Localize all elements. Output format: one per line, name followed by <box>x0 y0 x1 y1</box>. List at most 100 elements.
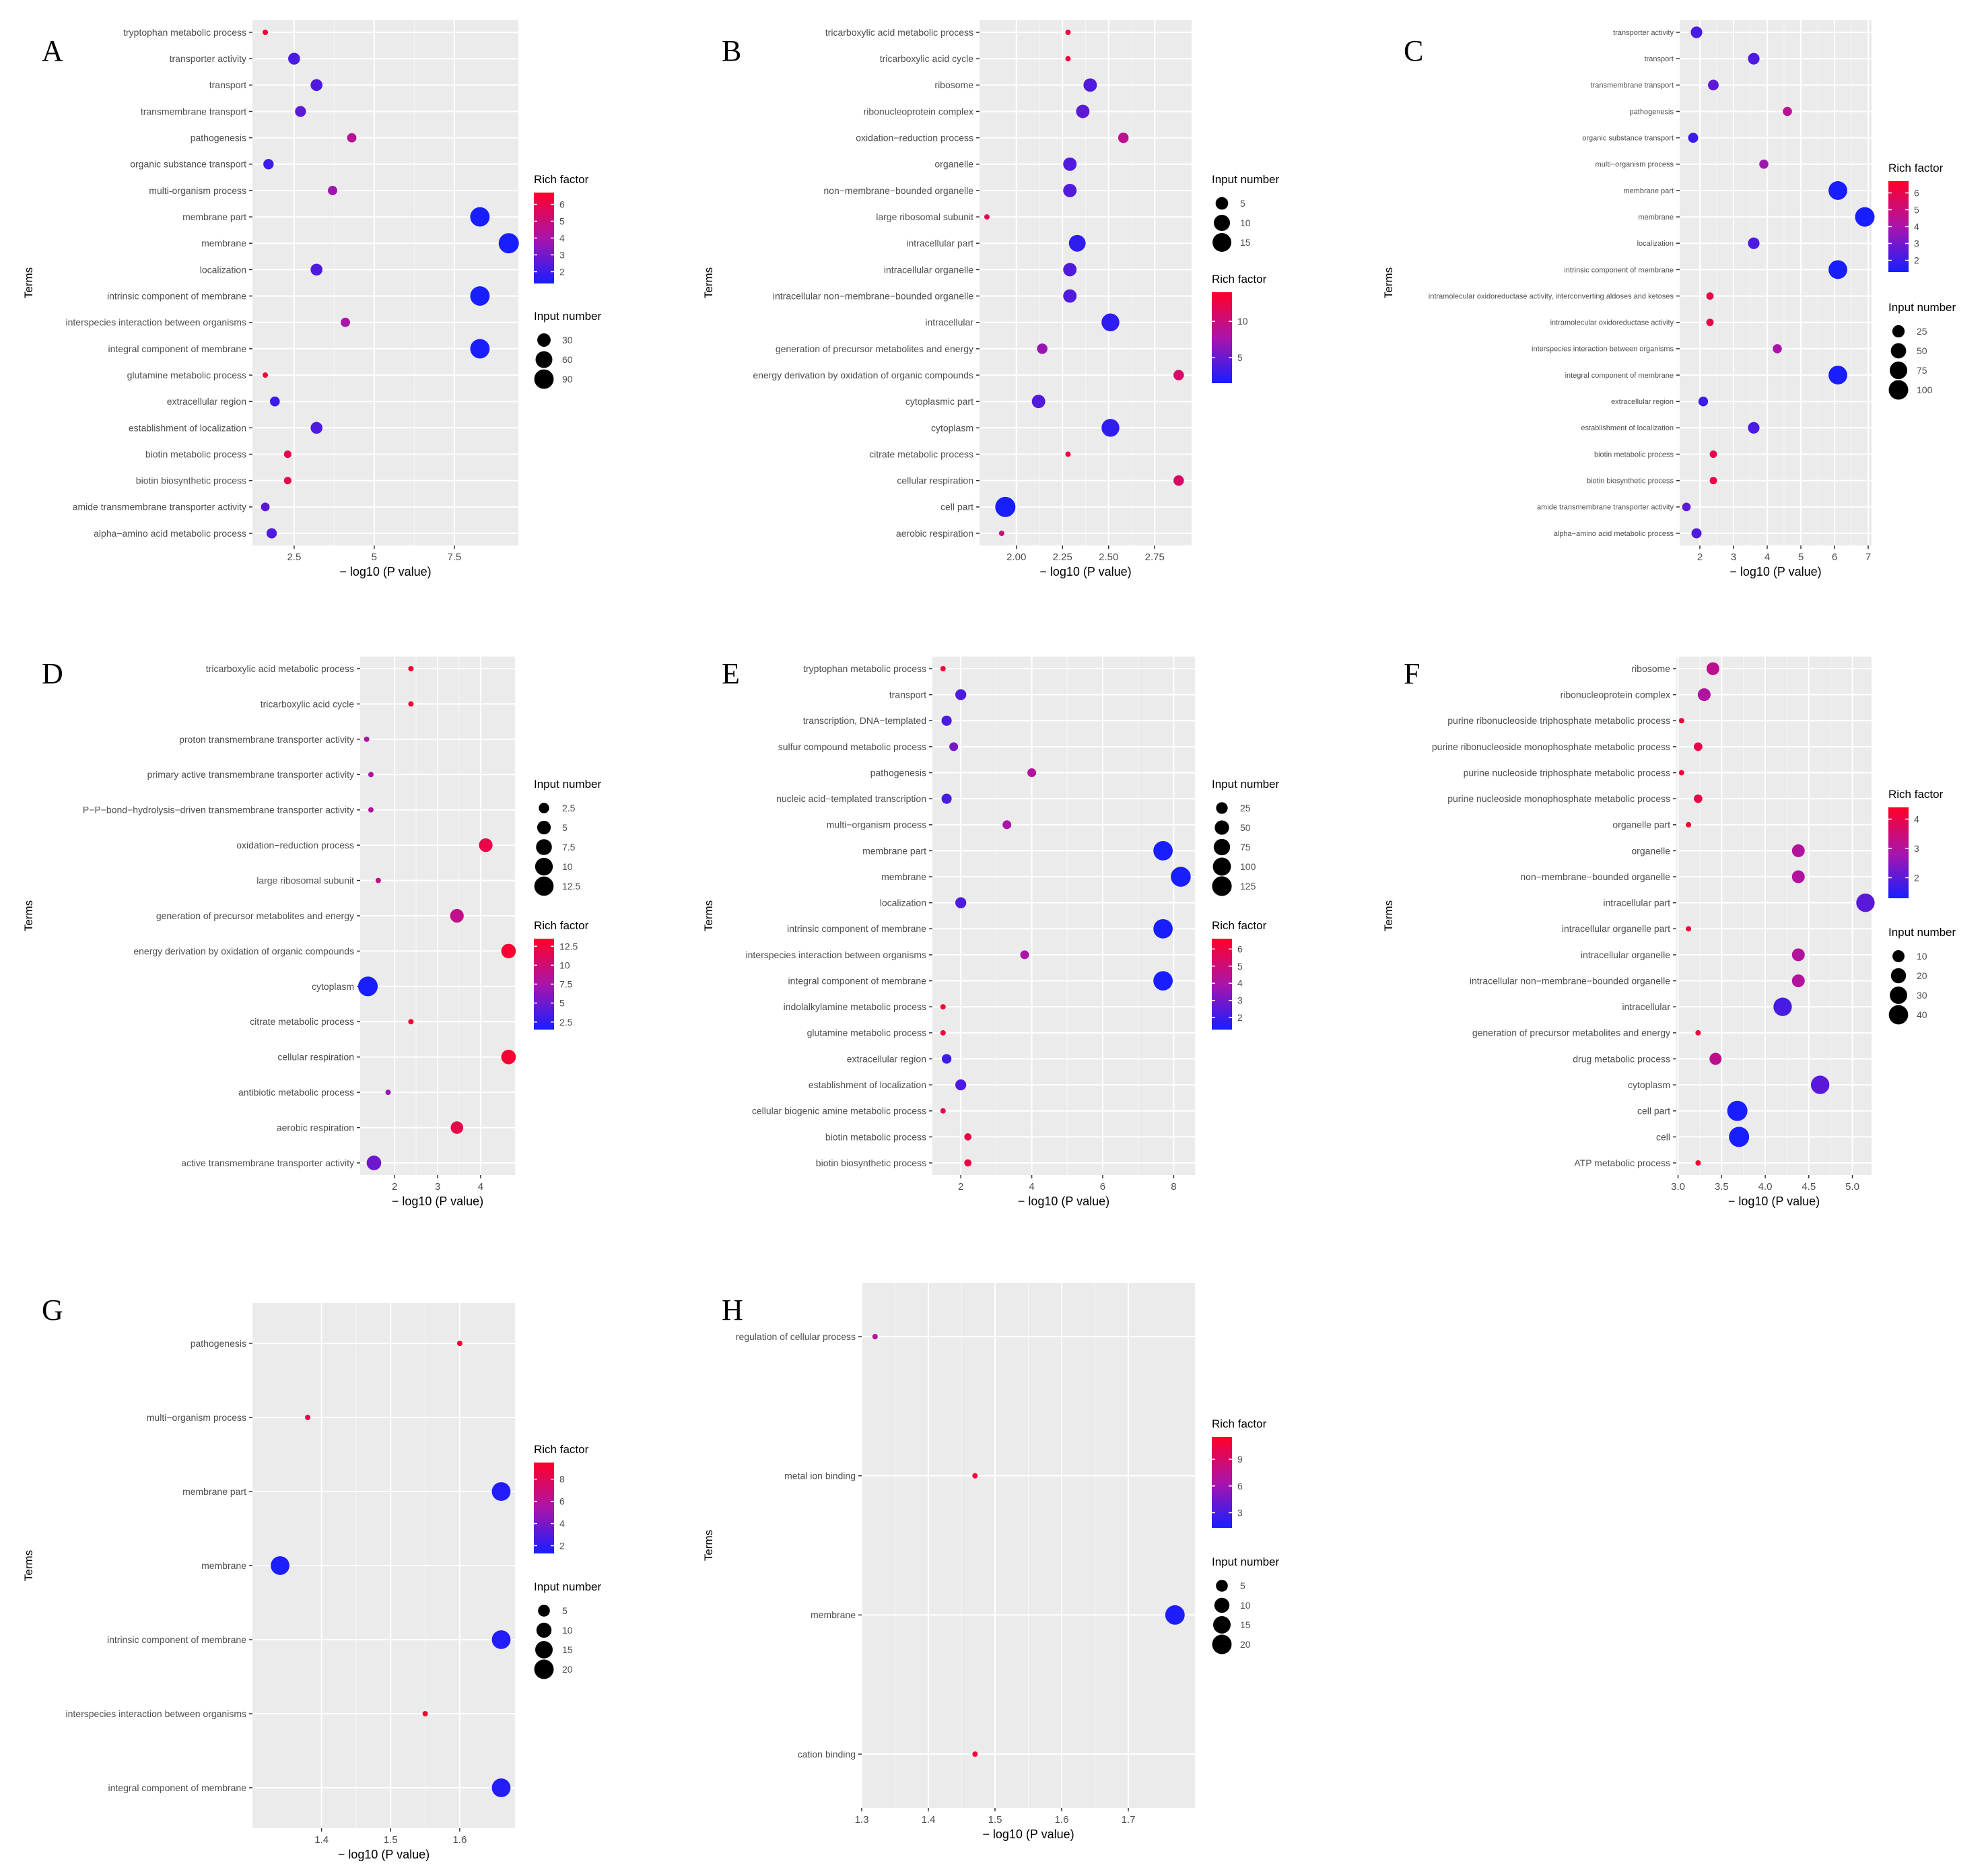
term-label: integral component of membrane <box>108 343 247 354</box>
x-tick-label: 2 <box>958 1181 963 1193</box>
plot-panel <box>1680 20 1872 545</box>
size-legend-label: 100 <box>1240 861 1256 872</box>
data-point <box>450 908 464 923</box>
term-label: alpha−amino acid metabolic process <box>1554 530 1674 538</box>
term-label: pathogenesis <box>1630 108 1674 116</box>
term-label: ribonucleoprotein complex <box>864 106 973 116</box>
data-point <box>1063 263 1077 277</box>
term-label: transmembrane transport <box>1591 81 1674 90</box>
term-label: non−membrane−bounded organelle <box>823 185 973 196</box>
size-legend-point <box>1212 233 1231 252</box>
x-tick-label: 3.5 <box>1715 1181 1729 1193</box>
color-legend-title: Rich factor <box>534 173 589 186</box>
term-label: cytoplasm <box>931 422 973 433</box>
size-legend-point <box>536 839 552 855</box>
x-tick-label: 3.0 <box>1671 1181 1685 1193</box>
term-label: pathogenesis <box>870 767 926 778</box>
size-legend-point <box>537 820 551 835</box>
color-legend-label: 6 <box>1237 943 1243 954</box>
data-point <box>1828 260 1847 279</box>
term-label: cell part <box>1637 1106 1670 1116</box>
data-point <box>1153 971 1173 991</box>
term-label: intrinsic component of membrane <box>107 1634 246 1645</box>
data-point <box>1709 1052 1722 1065</box>
term-label: biotin metabolic process <box>1594 450 1674 459</box>
term-label: organelle part <box>1612 819 1670 830</box>
panel-letter: C <box>1404 34 1423 67</box>
data-point <box>1031 395 1046 409</box>
data-point <box>941 715 952 726</box>
term-label: tryptophan metabolic process <box>803 663 926 674</box>
x-tick-label: 8 <box>1171 1181 1176 1193</box>
term-label: intramolecular oxidoreductase activity <box>1550 319 1674 327</box>
term-label: intracellular organelle part <box>1562 923 1670 934</box>
data-point <box>998 531 1004 536</box>
size-legend-point <box>535 1641 553 1659</box>
term-label: tricarboxylic acid cycle <box>880 53 973 64</box>
term-label: cell <box>1656 1131 1670 1142</box>
data-point <box>366 1155 382 1170</box>
x-tick-label: 1.6 <box>1055 1814 1069 1825</box>
term-label: cellular biogenic amine metabolic proces… <box>752 1106 926 1116</box>
data-point <box>456 1341 463 1346</box>
data-point <box>1153 918 1173 939</box>
color-legend-label: 4 <box>559 233 565 244</box>
x-tick-label: 7 <box>1865 551 1871 563</box>
data-point <box>1828 366 1847 384</box>
term-label: membrane part <box>182 1486 246 1497</box>
data-point <box>501 1049 516 1065</box>
panel-b: B 2.00 2.25 2.50 2.75 tricarboxylic acid meta… <box>702 20 1280 578</box>
size-legend-title: Input number <box>1888 301 1956 314</box>
data-point <box>1694 742 1703 751</box>
term-label: aerobic respiration <box>277 1122 354 1133</box>
data-point <box>964 1133 972 1141</box>
data-point <box>271 1556 289 1575</box>
term-label: membrane part <box>182 211 246 222</box>
x-tick-label: 4 <box>1765 551 1770 563</box>
data-point <box>263 30 269 35</box>
data-point <box>1810 1075 1830 1094</box>
color-legend-label: 9 <box>1237 1454 1243 1465</box>
term-label: interspecies interaction between organis… <box>66 1708 246 1719</box>
panel-letter: A <box>42 34 63 67</box>
panel-letter: H <box>722 1294 743 1327</box>
data-point <box>470 339 490 359</box>
size-legend-point <box>1892 325 1905 338</box>
data-point <box>470 286 490 306</box>
term-label: alpha−amino acid metabolic process <box>94 528 246 539</box>
term-label: purine ribonucleoside triphosphate metab… <box>1447 715 1670 726</box>
size-legend-label: 20 <box>562 1664 573 1675</box>
color-legend-title: Rich factor <box>1888 162 1944 174</box>
color-legend-label: 3 <box>1914 238 1919 249</box>
x-tick-label: 2.5 <box>287 551 301 563</box>
color-legend-label: 8 <box>559 1474 565 1485</box>
term-label: biotin metabolic process <box>145 448 246 459</box>
size-legend-point <box>535 351 553 368</box>
size-legend-title: Input number <box>1212 173 1280 186</box>
data-point <box>995 496 1016 517</box>
size-legend-label: 125 <box>1240 881 1256 892</box>
data-point <box>1706 662 1719 675</box>
color-legend-label: 2 <box>1237 1012 1243 1023</box>
panel-d: D 2 3 4 tricarboxylic acid metabolic process… <box>22 657 602 1208</box>
x-tick-label: 1.5 <box>384 1834 398 1846</box>
data-point <box>1037 343 1048 354</box>
term-label: multi−organism process <box>827 819 926 830</box>
data-point <box>1063 157 1077 171</box>
term-label: cation binding <box>798 1749 856 1760</box>
y-axis-title: Terms <box>702 1530 715 1561</box>
data-point <box>341 317 350 327</box>
data-point <box>1828 181 1847 200</box>
data-point <box>1068 234 1086 252</box>
term-label: transporter activity <box>1613 29 1674 37</box>
x-tick-label: 4 <box>1029 1181 1034 1193</box>
data-point <box>283 477 292 485</box>
data-point <box>498 233 519 254</box>
size-legend-point <box>1214 1597 1230 1613</box>
term-label: intracellular organelle <box>1581 949 1670 960</box>
size-legend-label: 10 <box>1240 1600 1251 1611</box>
x-tick-label: 1.4 <box>314 1834 329 1846</box>
color-legend-bar <box>534 1463 554 1553</box>
color-legend-label: 3 <box>1237 1508 1243 1518</box>
term-label: extracellular region <box>847 1053 926 1064</box>
